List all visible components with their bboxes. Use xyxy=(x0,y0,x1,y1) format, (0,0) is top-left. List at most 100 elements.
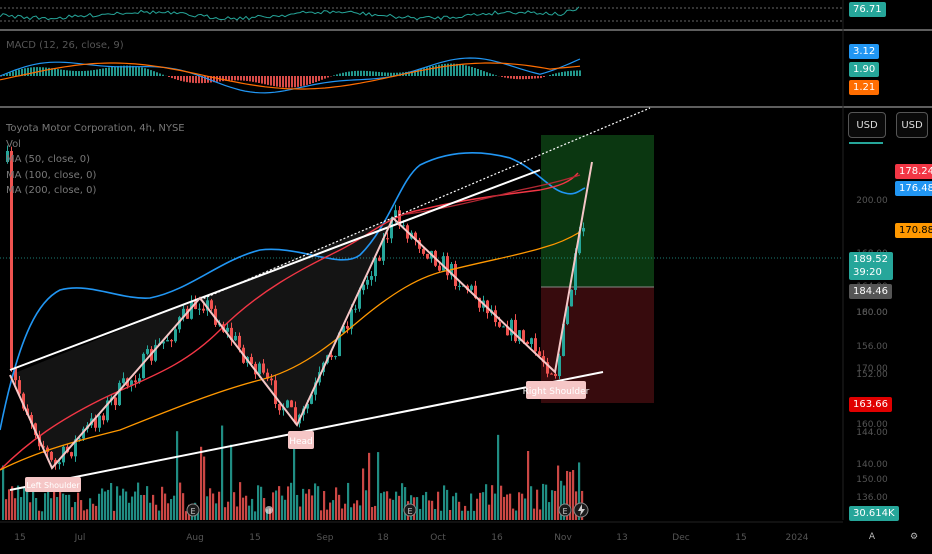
macd-bar xyxy=(141,67,143,76)
volume-bar xyxy=(383,492,385,520)
auto-scale-button[interactable]: A xyxy=(863,528,881,546)
macd-bar xyxy=(195,76,197,83)
volume-bar xyxy=(356,500,358,520)
volume-bar xyxy=(215,503,217,520)
macd-bar xyxy=(480,70,482,76)
candle-body xyxy=(98,416,101,428)
volume-bar xyxy=(242,498,244,520)
flash-icon[interactable] xyxy=(574,503,588,517)
macd-bar xyxy=(336,74,338,76)
symbol-title[interactable]: Toyota Motor Corporation, 4h, NYSE xyxy=(6,121,185,137)
rsi-value-tag: 76.71 xyxy=(849,2,886,17)
price-tick-label: 200.00 xyxy=(856,196,888,206)
legend-ma50[interactable]: MA (50, close, 0) xyxy=(6,152,185,168)
volume-bar xyxy=(146,486,148,520)
volume-bar xyxy=(83,510,85,520)
earnings-marker[interactable]: E xyxy=(404,504,416,516)
volume-bar xyxy=(437,492,439,520)
candle-body xyxy=(558,356,561,376)
macd-bar xyxy=(465,65,467,76)
volume-bar xyxy=(47,488,49,520)
macd-bar xyxy=(555,73,557,76)
volume-bar xyxy=(38,511,40,520)
macd-bar xyxy=(168,76,170,77)
dividend-marker[interactable] xyxy=(265,506,273,514)
volume-bar xyxy=(281,496,283,520)
currency-button[interactable]: USD xyxy=(848,112,886,138)
right-shoulder-label[interactable]: Right Shoulder xyxy=(523,381,590,399)
time-tick-label: 2024 xyxy=(786,533,809,543)
legend-macd[interactable]: MACD (12, 26, close, 9) xyxy=(6,40,124,51)
volume-bar xyxy=(554,491,556,520)
earnings-marker[interactable]: E xyxy=(559,504,571,516)
candle-body xyxy=(458,286,461,287)
candle-body xyxy=(102,416,105,421)
profit-zone[interactable] xyxy=(541,135,654,287)
volume-bar xyxy=(287,486,289,520)
macd-bar xyxy=(150,70,152,76)
volume-bar xyxy=(17,486,19,520)
candle-body xyxy=(570,290,573,306)
macd-bar xyxy=(390,73,392,76)
settings-gear-icon[interactable]: ⚙ xyxy=(905,528,923,546)
volume-bar xyxy=(80,500,82,520)
macd-bar xyxy=(291,76,293,87)
price-tick-label: 150.00 xyxy=(856,475,888,485)
volume-bar xyxy=(326,510,328,520)
macd-bar xyxy=(159,73,161,76)
volume-bar xyxy=(512,509,514,520)
macd-bar xyxy=(531,76,533,79)
volume-bar xyxy=(329,503,331,520)
legend-ma200[interactable]: MA (200, close, 0) xyxy=(6,183,185,199)
candle-body xyxy=(174,329,177,341)
volume-bar xyxy=(74,502,76,520)
candle-body xyxy=(258,364,261,375)
volume-bar xyxy=(35,498,37,520)
macd-bar xyxy=(456,64,458,76)
volume-bar xyxy=(44,493,46,520)
candle-body xyxy=(426,254,429,259)
macd-bar xyxy=(63,70,65,76)
macd-value-tag: 3.12 xyxy=(849,44,879,59)
volume-bar xyxy=(257,485,259,520)
earnings-marker[interactable]: E xyxy=(187,504,199,516)
head-label[interactable]: Head xyxy=(288,431,314,449)
volume-bar xyxy=(344,504,346,520)
legend-ma100[interactable]: MA (100, close, 0) xyxy=(6,168,185,184)
volume-bar xyxy=(5,499,7,520)
macd-pane xyxy=(0,58,581,93)
volume-bar xyxy=(164,494,166,520)
left-shoulder-label[interactable]: Left Shoulder xyxy=(25,477,81,492)
macd-bar xyxy=(84,71,86,76)
volume-bar xyxy=(368,453,370,520)
volume-bar xyxy=(137,483,139,520)
volume-bar xyxy=(425,492,427,520)
macd-bar xyxy=(228,76,230,81)
macd-bar xyxy=(534,76,536,79)
volume-bar xyxy=(509,494,511,520)
volume-bar xyxy=(404,487,406,520)
volume-value-tag: 30.614K xyxy=(849,506,899,521)
volume-bar xyxy=(200,447,202,520)
candle-body xyxy=(270,379,273,381)
volume-bar xyxy=(518,492,520,520)
macd-bar xyxy=(549,75,551,76)
legend-vol[interactable]: Vol xyxy=(6,137,185,153)
hist-value-tag: 1.21 xyxy=(849,80,879,95)
volume-bar xyxy=(530,486,532,520)
volume-bar xyxy=(332,500,334,520)
last-price-tag: 189.52 39:20 xyxy=(849,252,893,280)
macd-bar xyxy=(60,70,62,76)
currency-underline xyxy=(849,142,883,144)
last-price-value: 189.52 xyxy=(853,253,889,266)
macd-bar xyxy=(57,69,59,76)
macd-bar xyxy=(45,68,47,76)
currency-button[interactable]: USD xyxy=(896,112,928,138)
macd-bar xyxy=(477,69,479,76)
volume-bar xyxy=(545,485,547,520)
macd-bar xyxy=(105,68,107,76)
candle-body xyxy=(498,322,501,327)
volume-bar xyxy=(380,493,382,520)
